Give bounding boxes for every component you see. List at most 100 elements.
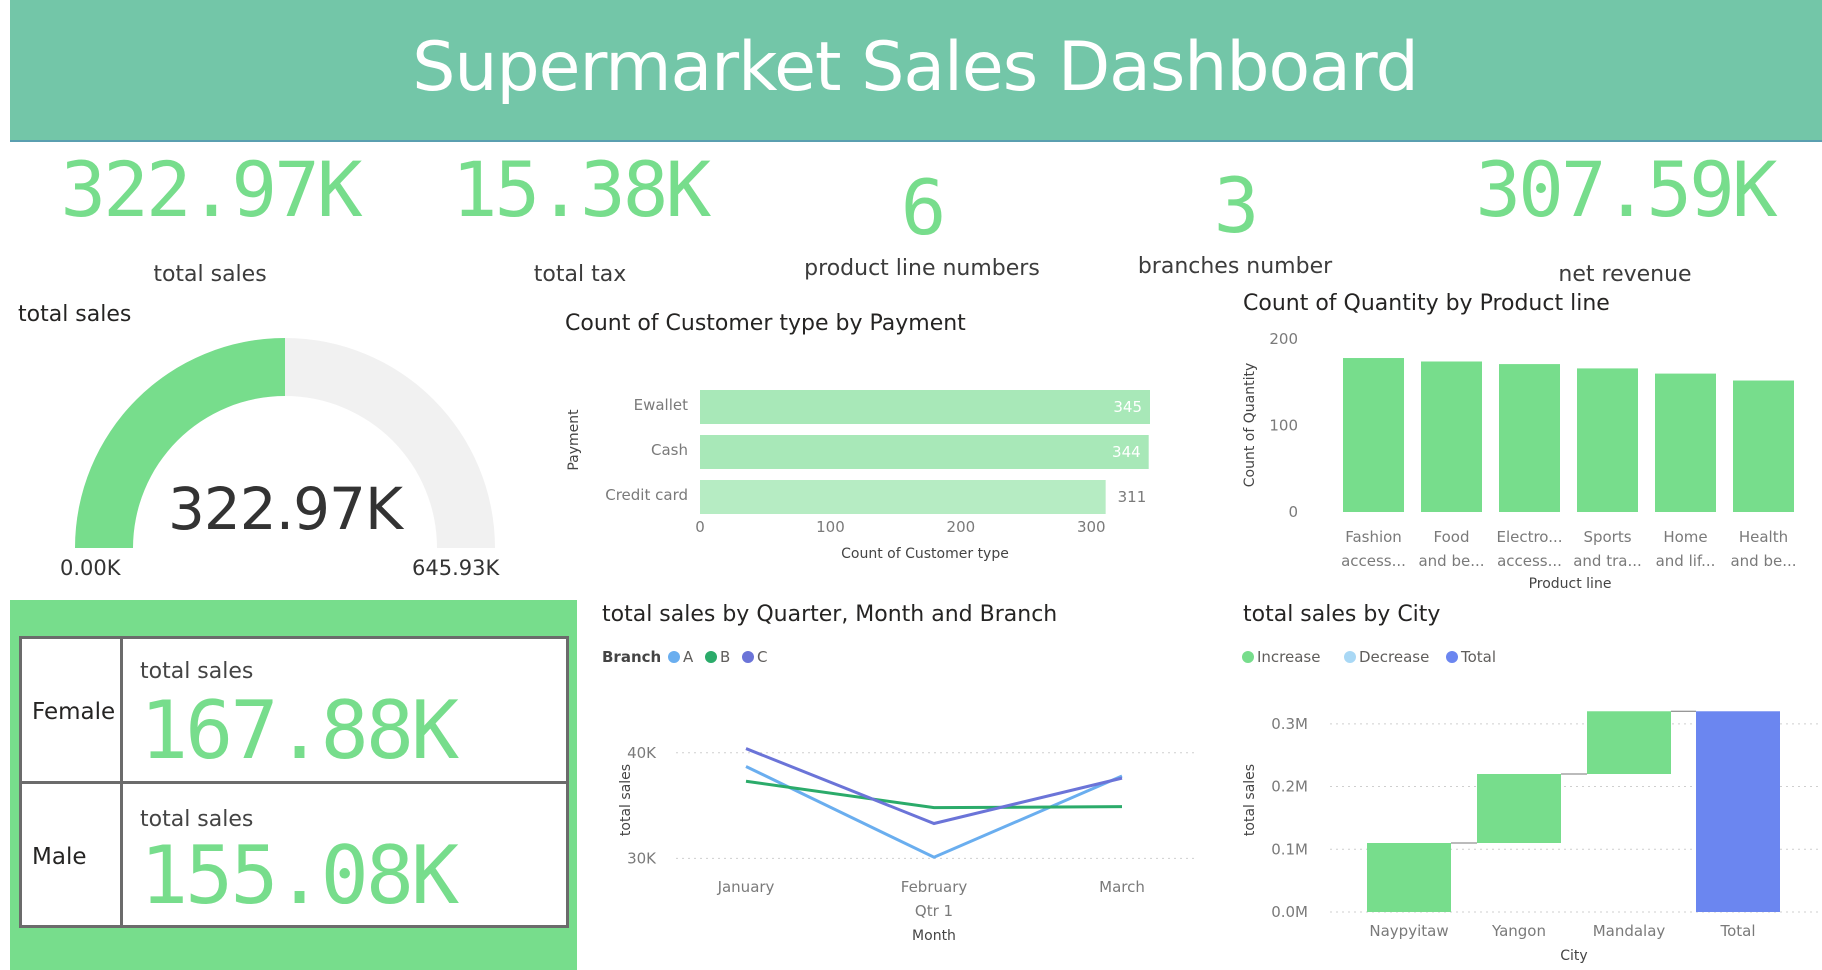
line-series-B bbox=[745, 779, 1123, 810]
city-y-tick: 0.1M bbox=[1271, 840, 1308, 858]
kpi-net-revenue-value: 307.59K bbox=[1475, 145, 1777, 234]
gauge-value-label: 322.97K bbox=[168, 475, 403, 543]
payment-x-tick: 100 bbox=[816, 518, 845, 536]
city-chart-title: total sales by City bbox=[1243, 602, 1441, 627]
payment-bar bbox=[700, 390, 1150, 424]
city-bar bbox=[1696, 711, 1780, 912]
kpi-total-sales-label: total sales bbox=[153, 262, 267, 287]
productline-x-tick-line2: and be... bbox=[1730, 552, 1796, 570]
kpi-total-tax-label: total tax bbox=[533, 262, 627, 287]
productline-y-tick: 100 bbox=[1269, 417, 1298, 435]
gender-label-female: Female bbox=[32, 699, 116, 725]
city-x-tick: Total bbox=[1719, 922, 1755, 940]
gender-label-male: Male bbox=[32, 844, 87, 870]
city-legend-marker bbox=[1344, 651, 1356, 663]
city-legend-label: Increase bbox=[1257, 648, 1320, 666]
line-series-A bbox=[745, 765, 1123, 859]
line-x-tick: March bbox=[1099, 878, 1145, 896]
payment-x-tick: 200 bbox=[947, 518, 976, 536]
line-series-C bbox=[745, 747, 1123, 826]
kpi-branches-value: 3 bbox=[1213, 161, 1260, 250]
payment-bar bbox=[700, 480, 1106, 514]
city-y-tick: 0.3M bbox=[1271, 715, 1308, 733]
gender-table: Female total sales 167.88K Male total sa… bbox=[19, 636, 569, 928]
line-x-tick: January bbox=[717, 878, 775, 896]
city-x-tick: Yangon bbox=[1491, 922, 1546, 940]
branch-line-chart: Branch A B C 30K 40K January February March Qtr 1… bbox=[602, 648, 1196, 944]
payment-x-axis-title: Count of Customer type bbox=[841, 546, 1009, 562]
productline-bar bbox=[1499, 364, 1560, 512]
city-legend-marker bbox=[1446, 651, 1458, 663]
line-legend-marker bbox=[705, 651, 717, 663]
productline-bar bbox=[1421, 361, 1482, 512]
payment-category-label: Cash bbox=[651, 441, 688, 459]
productline-bar bbox=[1577, 368, 1638, 512]
productline-y-axis-title: Count of Quantity bbox=[1242, 363, 1258, 487]
page-title: Supermarket Sales Dashboard bbox=[412, 28, 1418, 107]
productline-bar bbox=[1655, 373, 1716, 512]
productline-chart-title: Count of Quantity by Product line bbox=[1243, 291, 1610, 316]
payment-bar-value-label: 344 bbox=[1112, 443, 1141, 461]
line-legend-label: C bbox=[757, 648, 767, 666]
line-x-axis-title: Month bbox=[912, 928, 956, 944]
city-bar bbox=[1587, 711, 1671, 774]
line-legend-label: A bbox=[683, 648, 694, 666]
gender-table-divider-h bbox=[22, 781, 566, 784]
gender-sub-male: total sales bbox=[140, 807, 254, 832]
productline-y-tick: 200 bbox=[1269, 330, 1298, 348]
payment-x-tick: 300 bbox=[1077, 518, 1106, 536]
gauge-title: total sales bbox=[18, 302, 132, 327]
line-x-group-label: Qtr 1 bbox=[915, 902, 953, 920]
gauge-min-label: 0.00K bbox=[60, 556, 121, 580]
city-x-axis-title: City bbox=[1560, 948, 1587, 964]
productline-x-tick-line2: access... bbox=[1341, 552, 1406, 570]
payment-bar bbox=[700, 435, 1149, 469]
kpi-net-revenue-label: net revenue bbox=[1558, 262, 1692, 287]
city-bar bbox=[1477, 774, 1561, 843]
line-legend-marker bbox=[742, 651, 754, 663]
productline-x-tick-line2: and tra... bbox=[1573, 552, 1642, 570]
line-chart-title: total sales by Quarter, Month and Branch bbox=[602, 602, 1058, 627]
payment-y-axis-title: Payment bbox=[566, 409, 582, 471]
gender-sub-female: total sales bbox=[140, 659, 254, 684]
gender-value-male: 155.08K bbox=[140, 829, 459, 922]
city-waterfall-chart: Increase Decrease Total 0.0M 0.1M 0.2M 0.3M Nay… bbox=[1242, 648, 1820, 964]
line-x-tick: February bbox=[901, 878, 968, 896]
city-x-tick: Naypyitaw bbox=[1369, 922, 1448, 940]
productline-bar bbox=[1733, 380, 1794, 512]
line-legend-marker bbox=[668, 651, 680, 663]
gauge-chart bbox=[75, 337, 495, 548]
productline-bar-chart: 0 100 200 Fashion access... Food and be... Elec… bbox=[1242, 330, 1797, 592]
productline-x-tick: Food bbox=[1434, 528, 1470, 546]
city-legend-label: Decrease bbox=[1359, 648, 1429, 666]
line-legend-label: B bbox=[720, 648, 730, 666]
line-y-tick: 30K bbox=[627, 849, 657, 867]
line-y-tick: 40K bbox=[627, 744, 657, 762]
city-y-axis-title: total sales bbox=[1242, 764, 1258, 836]
city-bar bbox=[1367, 843, 1451, 912]
kpi-product-line-value: 6 bbox=[900, 163, 947, 252]
productline-y-tick: 0 bbox=[1288, 503, 1298, 521]
productline-x-tick: Fashion bbox=[1345, 528, 1402, 546]
payment-bar-value-label: 345 bbox=[1113, 398, 1142, 416]
kpi-total-sales-value: 322.97K bbox=[60, 145, 362, 234]
dashboard-header bbox=[10, 0, 1822, 142]
productline-x-tick-line2: access... bbox=[1497, 552, 1562, 570]
line-legend-title: Branch bbox=[602, 648, 661, 666]
productline-x-tick: Home bbox=[1663, 528, 1707, 546]
productline-x-tick-line2: and be... bbox=[1418, 552, 1484, 570]
payment-chart-title: Count of Customer type by Payment bbox=[565, 311, 966, 336]
productline-x-tick: Electro... bbox=[1496, 528, 1562, 546]
productline-bar bbox=[1343, 358, 1404, 512]
city-legend-marker bbox=[1242, 651, 1254, 663]
gender-value-female: 167.88K bbox=[140, 684, 459, 777]
productline-x-tick-line2: and lif... bbox=[1656, 552, 1716, 570]
payment-category-label: Ewallet bbox=[634, 396, 689, 414]
productline-x-tick: Sports bbox=[1583, 528, 1631, 546]
gauge-fill bbox=[75, 338, 286, 548]
productline-x-axis-title: Product line bbox=[1529, 576, 1612, 592]
city-legend-label: Total bbox=[1460, 648, 1496, 666]
productline-x-tick: Health bbox=[1739, 528, 1788, 546]
payment-bar-chart: Ewallet 345 Cash 344 Credit card 311 0 100 200 30… bbox=[566, 390, 1150, 562]
gauge-max-label: 645.93K bbox=[412, 556, 500, 580]
